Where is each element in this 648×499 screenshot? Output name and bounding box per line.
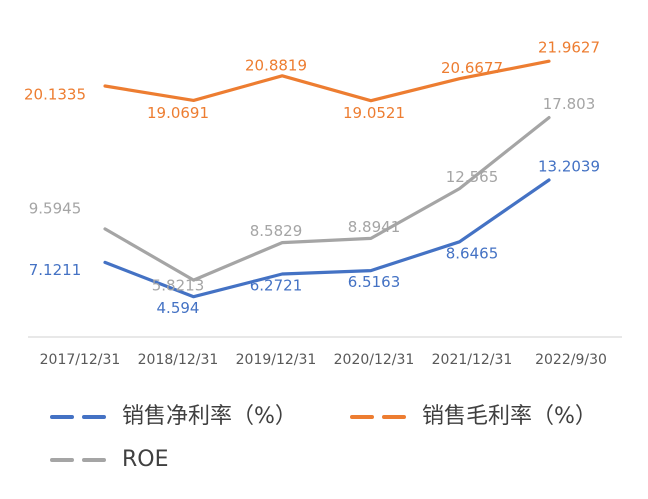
data-label-0-1: 4.594	[157, 299, 200, 317]
series-layer	[103, 59, 551, 299]
x-tick-label-4: 2021/12/31	[432, 352, 513, 368]
x-tick-label-3: 2020/12/31	[334, 352, 415, 368]
data-label-2-0: 9.5945	[29, 199, 82, 217]
data-label-1-5: 21.9627	[538, 39, 600, 57]
x-tick-layer: 2017/12/31 2018/12/31 2019/12/31 2020/12/31…	[40, 352, 607, 368]
legend: 销售净利率（%） 销售毛利率（%） ROE	[50, 404, 597, 472]
data-label-0-2: 6.2721	[250, 277, 303, 295]
series-line-0	[103, 178, 551, 299]
legend-label-0: 销售净利率（%）	[122, 404, 297, 429]
legend-label-1: 销售毛利率（%）	[422, 404, 597, 429]
data-label-1-4: 20.6677	[441, 59, 503, 77]
data-label-1-2: 20.8819	[245, 56, 307, 74]
legend-label-2: ROE	[122, 447, 169, 472]
data-label-0-4: 8.6465	[446, 244, 499, 262]
x-tick-label-1: 2018/12/31	[138, 352, 219, 368]
series-line-2	[103, 116, 551, 282]
data-label-2-3: 8.8941	[348, 218, 401, 236]
series-line-1	[103, 59, 551, 103]
data-label-0-0: 7.1211	[29, 261, 82, 279]
data-label-2-4: 12.565	[446, 168, 499, 186]
data-label-2-1: 5.8213	[152, 277, 205, 295]
data-label-1-1: 19.0691	[147, 104, 209, 122]
data-label-1-0: 20.1335	[24, 86, 86, 104]
x-tick-label-2: 2019/12/31	[236, 352, 317, 368]
x-tick-label-5: 2022/9/30	[535, 352, 607, 368]
data-label-layer: 7.1211 4.594 6.2721 6.5163 8.6465 13.2039 20.1…	[24, 39, 600, 318]
data-label-1-3: 19.0521	[343, 104, 405, 122]
data-label-2-5: 17.803	[543, 95, 596, 113]
data-label-0-5: 13.2039	[538, 158, 600, 176]
data-label-0-3: 6.5163	[348, 273, 401, 291]
data-label-2-2: 8.5829	[250, 222, 303, 240]
x-tick-label-0: 2017/12/31	[40, 352, 121, 368]
